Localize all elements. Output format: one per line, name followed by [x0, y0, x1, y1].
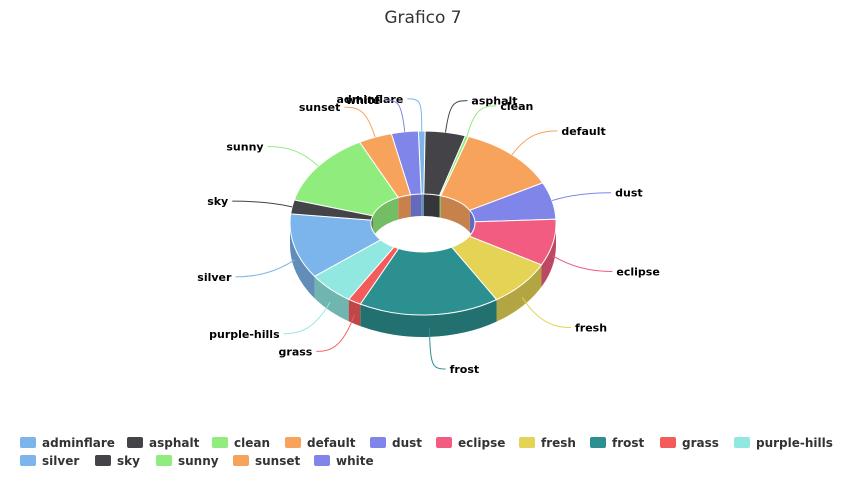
slice-inner-clean	[439, 195, 441, 218]
chart-title: Grafico 7	[384, 8, 461, 28]
data-label-grass: grass	[279, 345, 313, 358]
legend-label: sunny	[178, 454, 219, 468]
connector-clean	[466, 105, 497, 137]
legend: adminflare asphalt clean default dust eclipse…	[20, 436, 833, 468]
data-label-dust: dust	[615, 187, 643, 200]
data-label-silver: silver	[197, 271, 232, 284]
connector-sky	[232, 200, 293, 208]
data-label-sky: sky	[207, 195, 228, 208]
legend-swatch	[20, 455, 36, 466]
slice-side-silver	[290, 223, 315, 299]
connector-grass	[316, 314, 355, 352]
legend-label: sky	[117, 454, 140, 468]
connector-silver	[235, 259, 295, 278]
connector-sunny	[267, 145, 319, 167]
legend-label: grass	[682, 436, 719, 450]
data-label-white: white	[346, 94, 380, 107]
legend-item-asphalt[interactable]: asphalt	[127, 436, 200, 450]
legend-swatch	[20, 437, 36, 448]
legend-swatch	[212, 437, 228, 448]
legend-item-clean[interactable]: clean	[212, 436, 270, 450]
legend-label: adminflare	[42, 436, 115, 450]
legend-item-sunny[interactable]: sunny	[156, 454, 219, 468]
connector-eclipse	[552, 255, 613, 273]
connector-adminflare	[407, 98, 423, 132]
legend-label: asphalt	[149, 436, 200, 450]
legend-item-sky[interactable]: sky	[95, 454, 140, 468]
legend-swatch	[95, 455, 111, 466]
legend-item-eclipse[interactable]: eclipse	[436, 436, 505, 450]
legend-label: white	[336, 454, 374, 468]
legend-swatch	[436, 437, 452, 448]
legend-item-silver[interactable]: silver	[20, 454, 79, 468]
legend-label: eclipse	[458, 436, 505, 450]
data-label-clean: clean	[500, 100, 533, 113]
slice-inner-white	[410, 194, 422, 217]
legend-item-frost[interactable]: frost	[590, 436, 645, 450]
legend-label: clean	[234, 436, 270, 450]
legend-swatch	[285, 437, 301, 448]
connector-fresh	[521, 297, 572, 329]
legend-swatch	[156, 455, 172, 466]
legend-item-default[interactable]: default	[285, 436, 356, 450]
legend-item-white[interactable]: white	[314, 454, 374, 468]
slice-inner-default	[440, 195, 470, 233]
slice-white[interactable]	[390, 130, 422, 196]
slice-frost[interactable]	[359, 246, 498, 316]
legend-swatch	[314, 455, 330, 466]
legend-item-dust[interactable]: dust	[370, 436, 422, 450]
connector-frost	[428, 328, 446, 370]
data-label-adminflare: adminflare	[337, 93, 404, 106]
slice-side-purple-hills	[314, 276, 349, 322]
data-label-fresh: fresh	[575, 322, 607, 335]
connector-default	[511, 130, 558, 156]
legend-swatch	[519, 437, 535, 448]
data-label-sunny: sunny	[226, 140, 263, 153]
data-label-eclipse: eclipse	[616, 266, 659, 279]
legend-item-adminflare[interactable]: adminflare	[20, 436, 115, 450]
legend-label: dust	[392, 436, 422, 450]
data-label-default: default	[561, 125, 605, 138]
pie-layer	[289, 130, 557, 337]
legend-swatch	[127, 437, 143, 448]
legend-label: frost	[612, 436, 645, 450]
slice-inner-adminflare	[421, 194, 424, 217]
slice-side-fresh	[496, 264, 542, 322]
legend-label: fresh	[541, 436, 576, 450]
legend-swatch	[734, 437, 750, 448]
connector-asphalt	[445, 100, 468, 133]
legend-label: default	[307, 436, 356, 450]
data-label-sunset: sunset	[299, 101, 340, 114]
connector-sunset	[344, 106, 376, 138]
data-label-purple-hills: purple-hills	[209, 328, 280, 341]
legend-item-purple-hills[interactable]: purple-hills	[734, 436, 833, 450]
legend-swatch	[590, 437, 606, 448]
slice-side-frost	[360, 299, 497, 337]
connector-white	[384, 99, 406, 132]
legend-label: silver	[42, 454, 79, 468]
data-label-frost: frost	[450, 363, 480, 376]
slice-side-eclipse	[541, 223, 556, 287]
connector-dust	[551, 192, 612, 202]
slice-inner-sunset	[398, 194, 411, 220]
legend-swatch	[660, 437, 676, 448]
legend-item-grass[interactable]: grass	[660, 436, 719, 450]
legend-label: purple-hills	[756, 436, 833, 450]
legend-item-sunset[interactable]: sunset	[233, 454, 301, 468]
legend-item-fresh[interactable]: fresh	[519, 436, 576, 450]
legend-swatch	[233, 455, 249, 466]
slice-side-grass	[348, 299, 361, 327]
legend-swatch	[370, 437, 386, 448]
slice-inner-asphalt	[423, 194, 440, 218]
data-label-asphalt: asphalt	[471, 95, 517, 108]
legend-label: sunset	[255, 454, 301, 468]
connector-purple-hills	[283, 301, 331, 335]
